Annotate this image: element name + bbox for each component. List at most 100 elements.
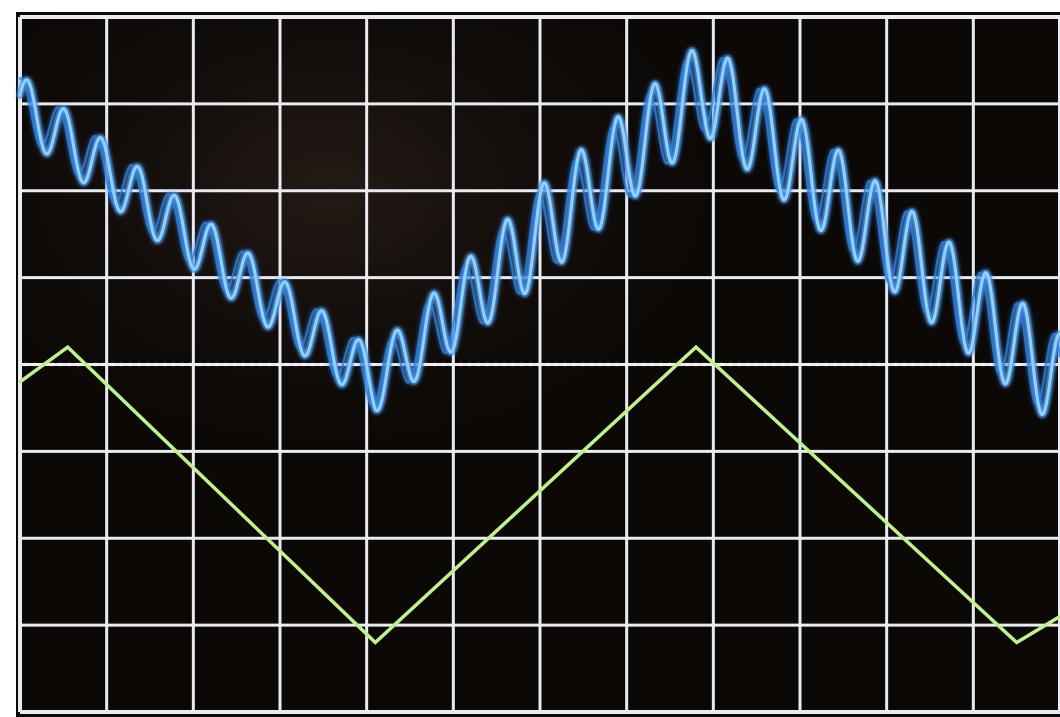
center-axis-tick [224,362,228,367]
center-axis-tick [876,362,881,367]
center-axis-tick [606,362,611,367]
center-axis-tick [111,362,115,367]
center-axis-tick [302,362,306,367]
center-axis-tick [815,362,820,367]
center-axis-tick [546,362,550,367]
center-axis-tick [311,362,315,367]
center-axis-tick [963,362,968,367]
center-axis-tick [624,362,628,367]
center-axis-tick [432,362,437,367]
center-axis-tick [145,362,150,367]
center-axis-tick [1041,362,1046,367]
center-axis-tick [424,362,428,367]
center-axis-tick [215,362,219,367]
center-axis-tick [206,362,211,367]
center-axis-tick [171,362,176,367]
center-axis-tick [867,362,872,367]
center-axis-tick [554,362,559,367]
center-axis-tick [807,362,811,367]
center-axis-tick [337,362,341,367]
center-axis-tick [902,362,907,367]
center-axis-tick [1015,362,1020,367]
center-axis-tick [137,362,141,367]
center-axis-tick [293,362,298,367]
channel-green-trace-group [18,344,1060,645]
center-axis-tick [493,362,498,367]
center-axis-tick [937,362,941,367]
center-axis-tick [24,362,28,367]
center-axis-tick [928,362,933,367]
channel-blue-trace-group [16,46,1060,419]
center-axis-tick [580,362,585,367]
center-axis-tick [450,362,454,367]
center-axis-tick [763,362,767,367]
center-axis-tick [154,362,158,367]
center-axis-tick [459,362,463,367]
center-axis-tick [537,362,541,367]
center-axis-tick [467,362,472,367]
center-axis-tick [198,362,202,367]
center-axis-tick [128,362,132,367]
center-axis-tick [954,362,959,367]
center-axis-tick [798,362,802,367]
center-axis-tick [67,362,71,367]
center-axis-tick [119,362,124,367]
center-axis-tick [502,362,506,367]
center-axis-tick [972,362,976,367]
center-axis-tick [659,362,663,367]
center-axis-tick [58,362,63,367]
center-axis-tick [685,362,689,367]
center-axis-tick [189,362,193,367]
center-axis-tick [93,362,98,367]
center-axis-tick [76,362,80,367]
center-axis-tick [267,362,272,367]
center-axis-tick [615,362,620,367]
center-axis-tick [102,362,106,367]
center-axis-tick [32,362,37,367]
channel-blue-trace [18,48,1060,417]
center-axis-tick [746,362,750,367]
center-axis-tick [50,362,54,367]
center-axis-tick [824,362,828,367]
center-axis-tick [163,362,167,367]
center-axis-tick [572,362,576,367]
center-axis-tick [850,362,854,367]
center-axis-tick [894,362,898,367]
center-axis-tick [276,362,280,367]
center-axis-tick [754,362,759,367]
center-axis-tick [720,362,724,367]
center-axis-tick [833,362,837,367]
center-axis-tick [598,362,602,367]
center-axis-tick [946,362,950,367]
center-axis-tick [693,362,698,367]
center-axis-tick [232,362,237,367]
center-axis-tick [258,362,263,367]
center-axis-tick [650,362,654,367]
center-axis-tick [911,362,915,367]
center-axis-tick [789,362,794,367]
center-axis-tick [285,362,289,367]
center-axis-tick [728,362,733,367]
center-axis-tick [398,362,402,367]
center-axis-tick [563,362,567,367]
center-axis-tick [476,362,480,367]
center-axis-tick [372,362,376,367]
channel-green-trace [18,344,1060,645]
center-axis-tick [380,362,385,367]
center-axis-tick [250,362,254,367]
center-axis-tick [737,362,741,367]
center-axis-tick [180,362,185,367]
center-axis-tick [1024,362,1028,367]
center-axis-tick [528,362,533,367]
center-axis-tick [989,362,994,367]
center-axis-tick [885,362,889,367]
center-axis-tick [485,362,489,367]
center-axis-tick [780,362,785,367]
center-axis-tick [641,362,646,367]
center-axis-tick [519,362,524,367]
center-axis-tick [441,362,446,367]
center-axis-tick [633,362,637,367]
center-axis-tick [319,362,324,367]
